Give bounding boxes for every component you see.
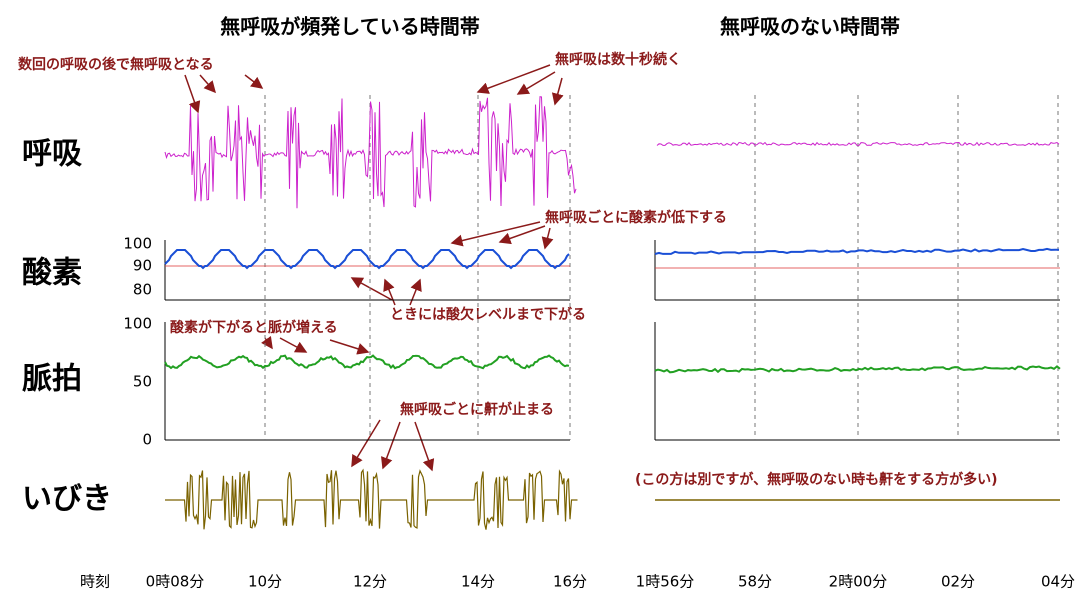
waveform-breath [656,141,1060,147]
time-label: 時刻 [80,573,110,591]
time-label: 16分 [553,573,587,591]
y-tick-label: 100 [123,235,152,253]
y-tick-label: 90 [133,257,152,275]
time-label: 02分 [941,573,975,591]
annotation: 酸素が下がると脈が増える [170,319,338,336]
title-left: 無呼吸が頻発している時間帯 [220,15,479,39]
row-label: 酸素 [22,256,82,291]
time-label: 2時00分 [829,573,888,591]
y-tick-label: 100 [123,315,152,333]
time-label: 1時56分 [636,573,695,591]
row-label: 脈拍 [22,362,82,397]
y-tick-label: 0 [142,431,152,449]
annotation: (この方は別ですが、無呼吸のない時も鼾をする方が多い) [635,471,998,488]
annotation: ときには酸欠レベルまで下がる [390,306,586,323]
y-tick-label: 50 [133,373,152,391]
title-right: 無呼吸のない時間帯 [720,15,900,39]
arrows [184,64,564,472]
time-label: 14分 [461,573,495,591]
waveform-breath [164,96,577,209]
annotation: 無呼吸ごとに酸素が低下する [545,209,727,226]
row-label: いびき [22,482,112,517]
annotation: 数回の呼吸の後で無呼吸となる [18,56,214,73]
annotation: 無呼吸ごとに鼾が止まる [400,401,554,418]
row-label: 呼吸 [22,137,82,172]
time-label: 58分 [738,573,772,591]
annotation: 無呼吸は数十秒続く [555,51,681,68]
time-label: 12分 [353,573,387,591]
time-label: 0時08分 [146,573,205,591]
waveform-oxygen [164,249,570,270]
waveform-pulse [164,354,570,370]
time-label: 04分 [1041,573,1075,591]
waveform-snore [165,468,578,530]
waveform-pulse [654,365,1061,374]
y-tick-label: 80 [133,281,152,299]
waveform-oxygen [654,247,1060,255]
time-label: 10分 [248,573,282,591]
